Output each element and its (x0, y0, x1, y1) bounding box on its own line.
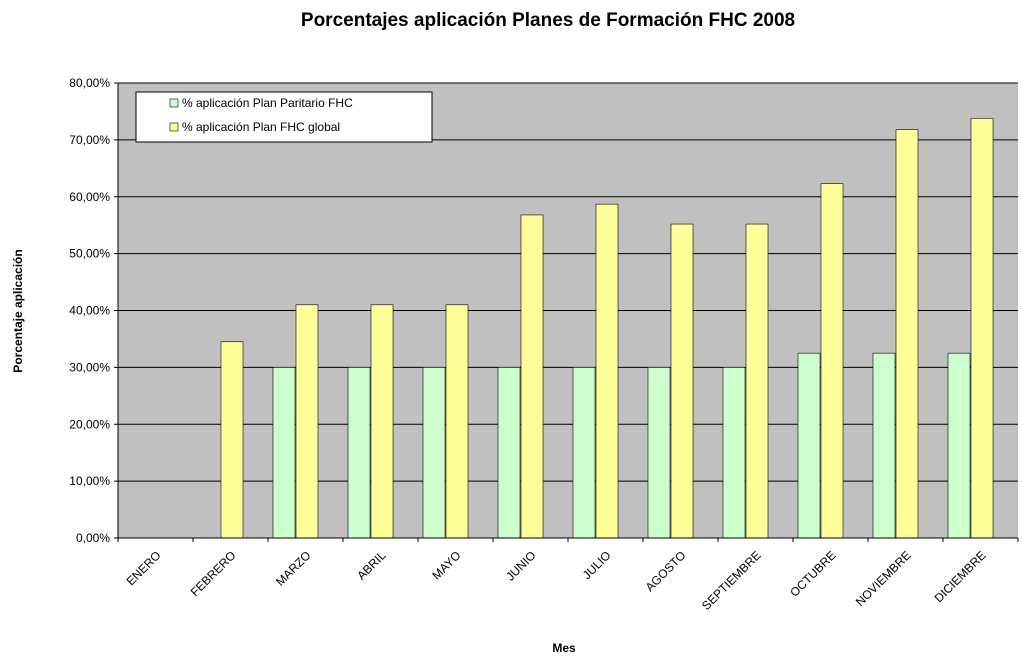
x-tick-label: MARZO (273, 548, 314, 589)
y-tick-label: 40,00% (69, 304, 110, 318)
y-tick-label: 0,00% (76, 531, 110, 545)
y-tick-label: 70,00% (69, 133, 110, 147)
bar (595, 203, 619, 539)
legend-swatch (169, 98, 179, 108)
x-tick-label: JUNIO (503, 548, 538, 583)
y-tick-label: 30,00% (69, 360, 110, 374)
y-tick-label: 60,00% (69, 190, 110, 204)
bar (572, 367, 596, 539)
bar (947, 352, 971, 539)
bar (445, 304, 469, 539)
bar (647, 367, 671, 539)
x-tick-label: FEBRERO (188, 548, 239, 599)
legend-label: % aplicación Plan FHC global (182, 120, 340, 134)
bar (422, 367, 446, 539)
y-tick-label: 80,00% (69, 76, 110, 90)
x-tick-label: SEPTIEMBRE (699, 548, 764, 613)
y-axis-title: Porcentaje aplicación (11, 249, 25, 372)
bar (797, 352, 821, 539)
bar (670, 223, 694, 539)
x-axis-title: Mes (552, 641, 576, 655)
bar (872, 352, 896, 539)
bar (970, 117, 994, 539)
bar (820, 183, 844, 539)
legend-swatch (169, 122, 179, 132)
x-tick-label: ENERO (124, 548, 164, 588)
bar (272, 367, 296, 539)
x-tick-label: DICIEMBRE (932, 548, 989, 605)
x-tick-label: OCTUBRE (787, 548, 838, 599)
legend-label: % aplicación Plan Paritario FHC (182, 96, 353, 110)
bar (745, 223, 769, 539)
bar (295, 304, 319, 539)
y-tick-label: 20,00% (69, 417, 110, 431)
bar (520, 214, 544, 539)
chart-title: Porcentajes aplicación Planes de Formaci… (301, 10, 795, 31)
bar (895, 129, 919, 539)
bar (370, 304, 394, 539)
y-tick-label: 50,00% (69, 247, 110, 261)
bar (497, 367, 521, 539)
x-tick-label: MAYO (429, 548, 463, 582)
x-tick-label: ABRIL (354, 548, 389, 583)
x-tick-label: JULIO (580, 548, 614, 582)
x-tick-label: AGOSTO (643, 548, 689, 594)
bar (347, 367, 371, 539)
bar (722, 367, 746, 539)
bar (220, 341, 244, 539)
x-tick-label: NOVIEMBRE (853, 548, 914, 609)
legend (135, 91, 433, 143)
y-tick-label: 10,00% (69, 474, 110, 488)
